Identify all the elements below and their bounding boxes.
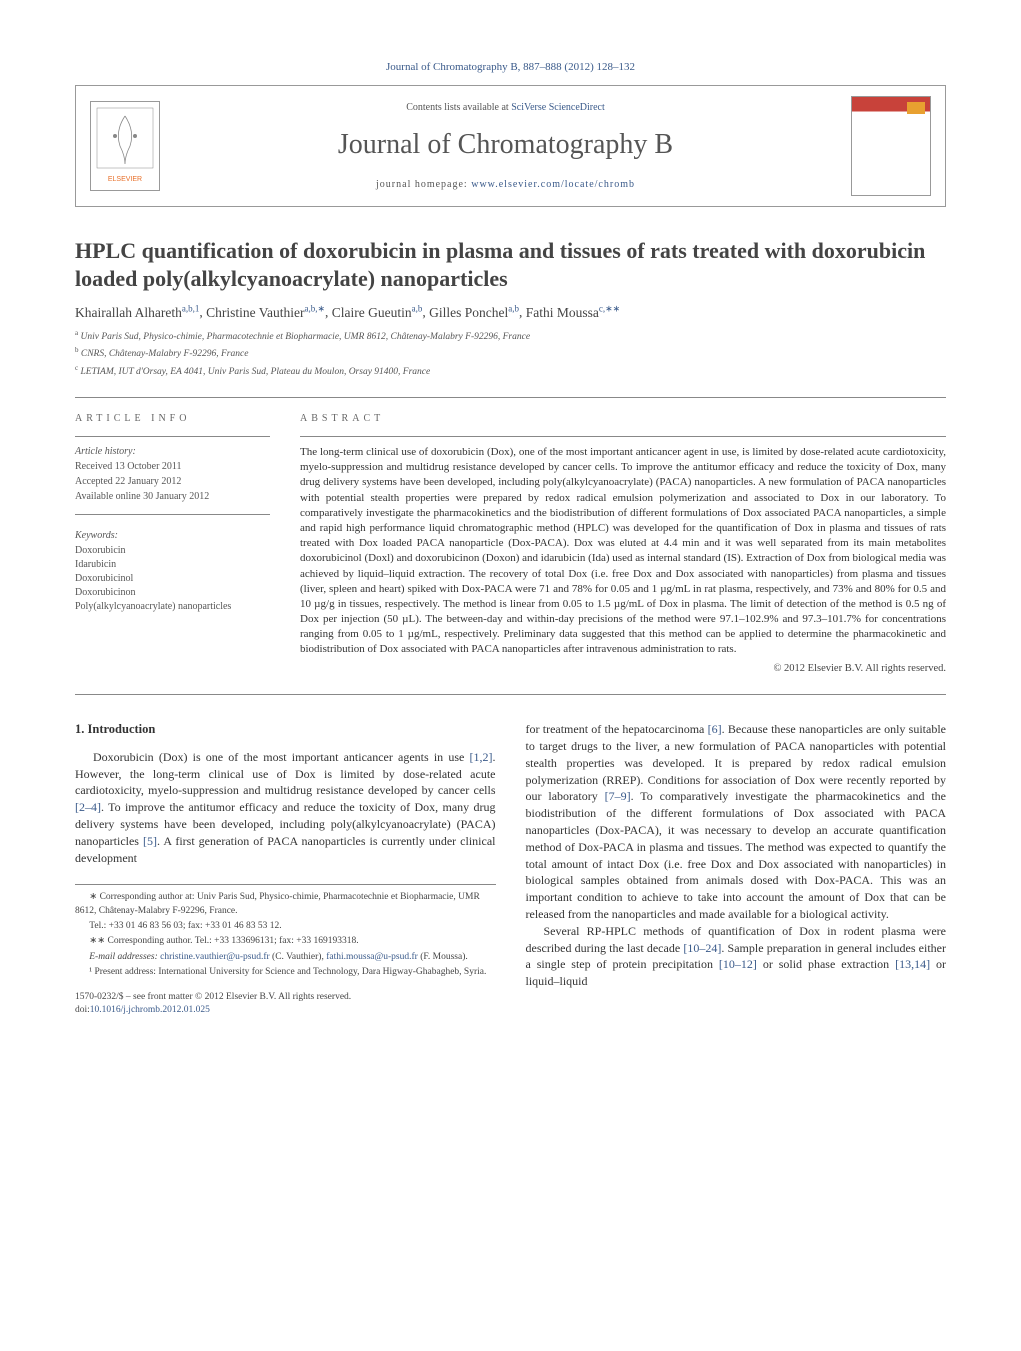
elsevier-logo: ELSEVIER <box>90 101 160 191</box>
article-info-column: article info Article history: Received 1… <box>75 412 270 676</box>
keyword: Doxorubicinol <box>75 572 270 586</box>
citation-link[interactable]: [13,14] <box>895 957 930 971</box>
body-column-right: for treatment of the hepatocarcinoma [6]… <box>526 721 947 1017</box>
body-paragraph: Several RP-HPLC methods of quantificatio… <box>526 923 947 990</box>
citation-link[interactable]: [7–9] <box>605 789 631 803</box>
citation-link[interactable]: [5] <box>143 834 157 848</box>
contents-prefix: Contents lists available at <box>406 102 511 113</box>
accepted-date: Accepted 22 January 2012 <box>75 475 270 489</box>
history-label: Article history: <box>75 445 270 459</box>
doi-label: doi: <box>75 1005 90 1015</box>
journal-reference: Journal of Chromatography B, 887–888 (20… <box>75 60 946 75</box>
body-paragraph: for treatment of the hepatocarcinoma [6]… <box>526 721 947 923</box>
affiliation: a Univ Paris Sud, Physico-chimie, Pharma… <box>75 329 946 344</box>
svg-text:ELSEVIER: ELSEVIER <box>108 176 142 183</box>
section-heading: 1. Introduction <box>75 721 496 739</box>
keyword: Idarubicin <box>75 558 270 572</box>
email-link[interactable]: christine.vauthier@u-psud.fr <box>160 952 270 962</box>
body-column-left: 1. Introduction Doxorubicin (Dox) is one… <box>75 721 496 1017</box>
online-date: Available online 30 January 2012 <box>75 490 270 504</box>
journal-cover-thumbnail <box>851 96 931 196</box>
received-date: Received 13 October 2011 <box>75 460 270 474</box>
homepage-line: journal homepage: www.elsevier.com/locat… <box>174 178 837 192</box>
keyword: Poly(alkylcyanoacrylate) nanoparticles <box>75 600 270 614</box>
citation-link[interactable]: [10–12] <box>719 957 757 971</box>
divider <box>75 694 946 695</box>
citation-link[interactable]: [10–24] <box>683 941 721 955</box>
affiliation: c LETIAM, IUT d'Orsay, EA 4041, Univ Par… <box>75 364 946 379</box>
keywords-label: Keywords: <box>75 529 270 543</box>
homepage-prefix: journal homepage: <box>376 179 471 190</box>
author: Gilles Ponchela,b <box>429 305 519 320</box>
divider <box>75 436 270 437</box>
bottom-meta: 1570-0232/$ – see front matter © 2012 El… <box>75 991 496 1018</box>
journal-name: Journal of Chromatography B <box>174 125 837 164</box>
keyword: Doxorubicin <box>75 544 270 558</box>
author: Claire Gueutina,b <box>332 305 423 320</box>
issn-line: 1570-0232/$ – see front matter © 2012 El… <box>75 991 496 1004</box>
email-link[interactable]: fathi.moussa@u-psud.fr <box>326 952 418 962</box>
divider <box>300 436 946 437</box>
body-paragraph: Doxorubicin (Dox) is one of the most imp… <box>75 749 496 867</box>
article-info-head: article info <box>75 412 270 426</box>
divider <box>75 397 946 398</box>
keyword: Doxorubicinon <box>75 586 270 600</box>
journal-header-box: ELSEVIER Contents lists available at Sci… <box>75 85 946 207</box>
contents-line: Contents lists available at SciVerse Sci… <box>174 101 837 115</box>
author: Khairallah Alharetha,b,1 <box>75 305 199 320</box>
citation-link[interactable]: [6] <box>708 722 722 736</box>
sciencedirect-link[interactable]: SciVerse ScienceDirect <box>511 102 605 113</box>
citation-link[interactable]: [1,2] <box>470 750 493 764</box>
homepage-link[interactable]: www.elsevier.com/locate/chromb <box>471 179 635 190</box>
header-center: Contents lists available at SciVerse Sci… <box>174 101 837 192</box>
author: Christine Vauthiera,b,∗ <box>206 305 325 320</box>
article-title: HPLC quantification of doxorubicin in pl… <box>75 237 946 292</box>
corresponding-author-note: ∗∗ Corresponding author. Tel.: +33 13369… <box>75 935 496 948</box>
footnotes: ∗ Corresponding author at: Univ Paris Su… <box>75 884 496 979</box>
citation-link[interactable]: [2–4] <box>75 800 101 814</box>
affiliation: b CNRS, Châtenay-Malabry F-92296, France <box>75 346 946 361</box>
tel-fax: Tel.: +33 01 46 83 56 03; fax: +33 01 46… <box>75 920 496 933</box>
abstract-text: The long-term clinical use of doxorubici… <box>300 445 946 657</box>
doi-link[interactable]: 10.1016/j.jchromb.2012.01.025 <box>90 1005 210 1015</box>
present-address: ¹ Present address: International Univers… <box>75 966 496 979</box>
abstract-head: abstract <box>300 412 946 426</box>
divider <box>75 514 270 515</box>
abstract-column: abstract The long-term clinical use of d… <box>300 412 946 676</box>
copyright-line: © 2012 Elsevier B.V. All rights reserved… <box>300 662 946 677</box>
email-line: E-mail addresses: christine.vauthier@u-p… <box>75 951 496 964</box>
author-list: Khairallah Alharetha,b,1, Christine Vaut… <box>75 302 946 322</box>
corresponding-author-note: ∗ Corresponding author at: Univ Paris Su… <box>75 891 496 918</box>
author: Fathi Moussac,∗∗ <box>526 305 620 320</box>
